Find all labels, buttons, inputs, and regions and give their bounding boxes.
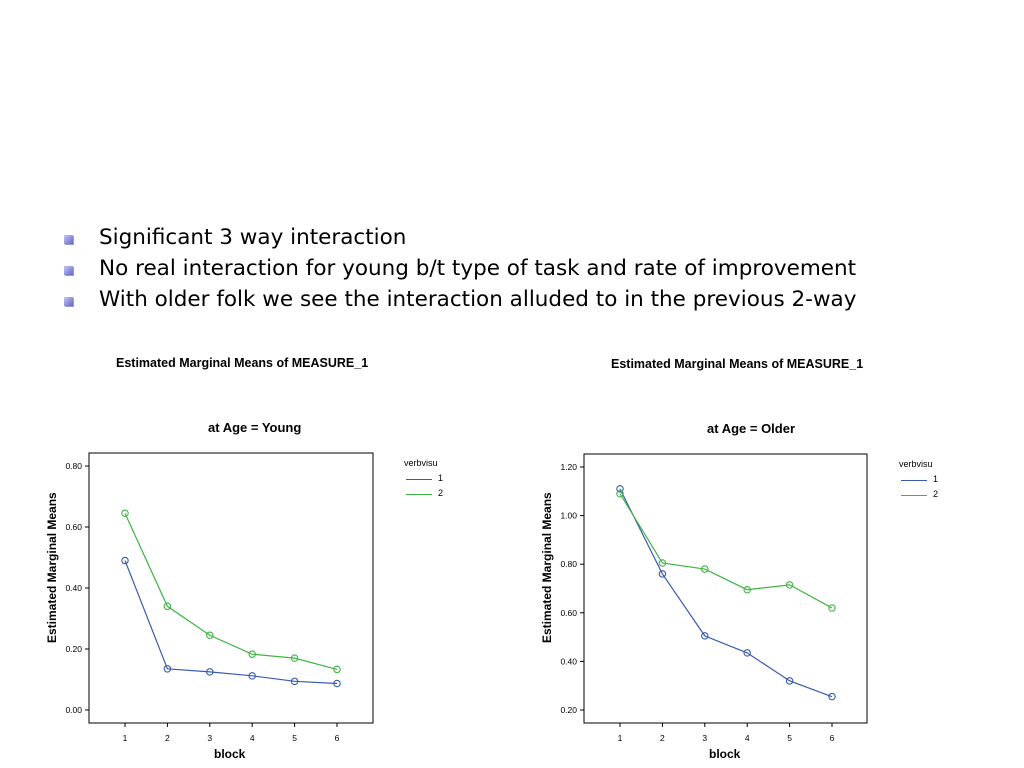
data-point — [701, 565, 709, 573]
data-point — [785, 677, 794, 685]
legend-swatch-series-1 — [901, 480, 927, 481]
series-line-2 — [124, 513, 338, 671]
square-bullet-icon — [64, 235, 73, 244]
bullet-text: Significant 3 way interaction — [99, 225, 407, 250]
data-point — [785, 581, 794, 589]
data-point — [163, 602, 172, 611]
square-bullet-icon — [64, 297, 73, 306]
chart-title: Estimated Marginal Means of MEASURE_1 — [116, 356, 369, 370]
x-tick-label: 3 — [207, 733, 212, 743]
legend-title: verbvisu — [404, 458, 438, 468]
data-point — [616, 489, 624, 498]
x-tick-label: 2 — [165, 733, 170, 743]
chart-subtitle: at Age = Young — [208, 420, 302, 435]
data-point — [743, 585, 751, 594]
bullet-item: No real interaction for young b/t type o… — [62, 253, 856, 284]
data-point — [121, 556, 129, 565]
data-point — [333, 665, 341, 674]
data-point — [206, 668, 214, 676]
x-tick-label: 3 — [702, 733, 707, 743]
x-tick-label: 6 — [830, 733, 835, 743]
x-tick-label: 5 — [787, 733, 792, 743]
y-tick-label: 0.40 — [560, 656, 577, 666]
data-point — [701, 632, 709, 640]
y-tick-label: 0.20 — [65, 644, 82, 654]
bullet-list: Significant 3 way interaction No real in… — [62, 222, 856, 315]
series-line-2 — [619, 493, 833, 609]
x-tick-label: 6 — [335, 733, 340, 743]
bullet-item: With older folk we see the interaction a… — [62, 284, 856, 315]
x-axis-label: block — [214, 747, 246, 761]
data-point — [121, 509, 129, 518]
y-tick-label: 1.00 — [560, 511, 577, 521]
x-tick-label: 2 — [660, 733, 665, 743]
bullet-item: Significant 3 way interaction — [62, 222, 856, 253]
data-point — [248, 650, 256, 658]
plot-frame — [583, 453, 868, 724]
legend-label: 1 — [438, 473, 444, 483]
legend-label: 1 — [933, 474, 939, 484]
y-tick-label: 1.20 — [560, 462, 577, 472]
y-tick-label: 0.80 — [560, 559, 577, 569]
bullet-text: With older folk we see the interaction a… — [99, 287, 857, 312]
x-tick-label: 1 — [123, 733, 128, 743]
series-line-1 — [619, 488, 833, 698]
data-point — [206, 631, 214, 640]
y-tick-label: 0.60 — [560, 608, 577, 618]
legend-swatch-series-2 — [406, 494, 432, 495]
chart-title: Estimated Marginal Means of MEASURE_1 — [611, 357, 864, 371]
data-point — [828, 604, 836, 612]
data-point — [616, 485, 624, 493]
x-tick-label: 4 — [745, 733, 750, 743]
data-point — [828, 692, 836, 701]
data-point — [248, 672, 256, 680]
x-axis-label: block — [709, 747, 741, 761]
legend-swatch-series-1 — [406, 479, 432, 480]
x-tick-label: 1 — [618, 733, 623, 743]
y-tick-label: 0.20 — [560, 705, 577, 715]
series-line-1 — [124, 560, 338, 685]
data-point — [290, 677, 299, 686]
bullet-text: No real interaction for young b/t type o… — [99, 256, 857, 281]
legend-title: verbvisu — [899, 459, 933, 469]
data-point — [743, 649, 751, 657]
legend-label: 2 — [933, 489, 939, 499]
y-tick-label: 0.40 — [65, 583, 82, 593]
legend-swatch-series-2 — [901, 495, 927, 496]
data-point — [290, 654, 299, 662]
square-bullet-icon — [64, 266, 73, 275]
data-point — [163, 665, 172, 673]
x-tick-label: 4 — [250, 733, 255, 743]
data-point — [333, 679, 341, 688]
y-tick-label: 0.60 — [65, 522, 82, 532]
chart-subtitle: at Age = Older — [707, 421, 796, 436]
data-point — [658, 570, 667, 578]
x-tick-label: 5 — [292, 733, 297, 743]
legend-label: 2 — [438, 488, 444, 498]
y-tick-label: 0.00 — [65, 705, 82, 715]
y-tick-label: 0.80 — [65, 461, 82, 471]
data-point — [658, 559, 667, 567]
